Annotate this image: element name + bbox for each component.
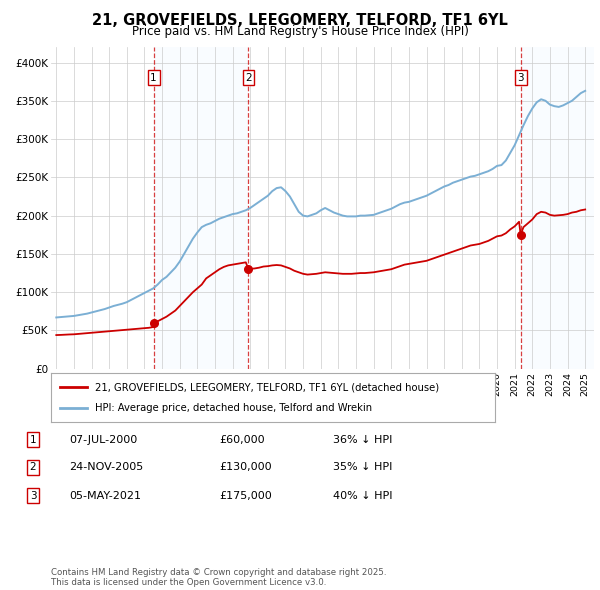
Text: HPI: Average price, detached house, Telford and Wrekin: HPI: Average price, detached house, Telf… xyxy=(95,404,373,414)
Text: 07-JUL-2000: 07-JUL-2000 xyxy=(69,435,137,444)
Text: £130,000: £130,000 xyxy=(219,463,272,472)
Text: 1: 1 xyxy=(29,435,37,444)
Text: Contains HM Land Registry data © Crown copyright and database right 2025.
This d: Contains HM Land Registry data © Crown c… xyxy=(51,568,386,587)
Text: 1: 1 xyxy=(150,73,157,83)
Text: 40% ↓ HPI: 40% ↓ HPI xyxy=(333,491,392,500)
Text: 2: 2 xyxy=(29,463,37,472)
Bar xyxy=(154,47,248,369)
Text: 3: 3 xyxy=(517,73,524,83)
Text: 35% ↓ HPI: 35% ↓ HPI xyxy=(333,463,392,472)
Text: £175,000: £175,000 xyxy=(219,491,272,500)
Text: 24-NOV-2005: 24-NOV-2005 xyxy=(69,463,143,472)
Text: 2: 2 xyxy=(245,73,252,83)
Text: £60,000: £60,000 xyxy=(219,435,265,444)
Bar xyxy=(521,47,594,369)
Text: 21, GROVEFIELDS, LEEGOMERY, TELFORD, TF1 6YL (detached house): 21, GROVEFIELDS, LEEGOMERY, TELFORD, TF1… xyxy=(95,382,440,392)
Text: 36% ↓ HPI: 36% ↓ HPI xyxy=(333,435,392,444)
Text: 21, GROVEFIELDS, LEEGOMERY, TELFORD, TF1 6YL: 21, GROVEFIELDS, LEEGOMERY, TELFORD, TF1… xyxy=(92,13,508,28)
Text: 3: 3 xyxy=(29,491,37,500)
Text: 05-MAY-2021: 05-MAY-2021 xyxy=(69,491,141,500)
Text: Price paid vs. HM Land Registry's House Price Index (HPI): Price paid vs. HM Land Registry's House … xyxy=(131,25,469,38)
